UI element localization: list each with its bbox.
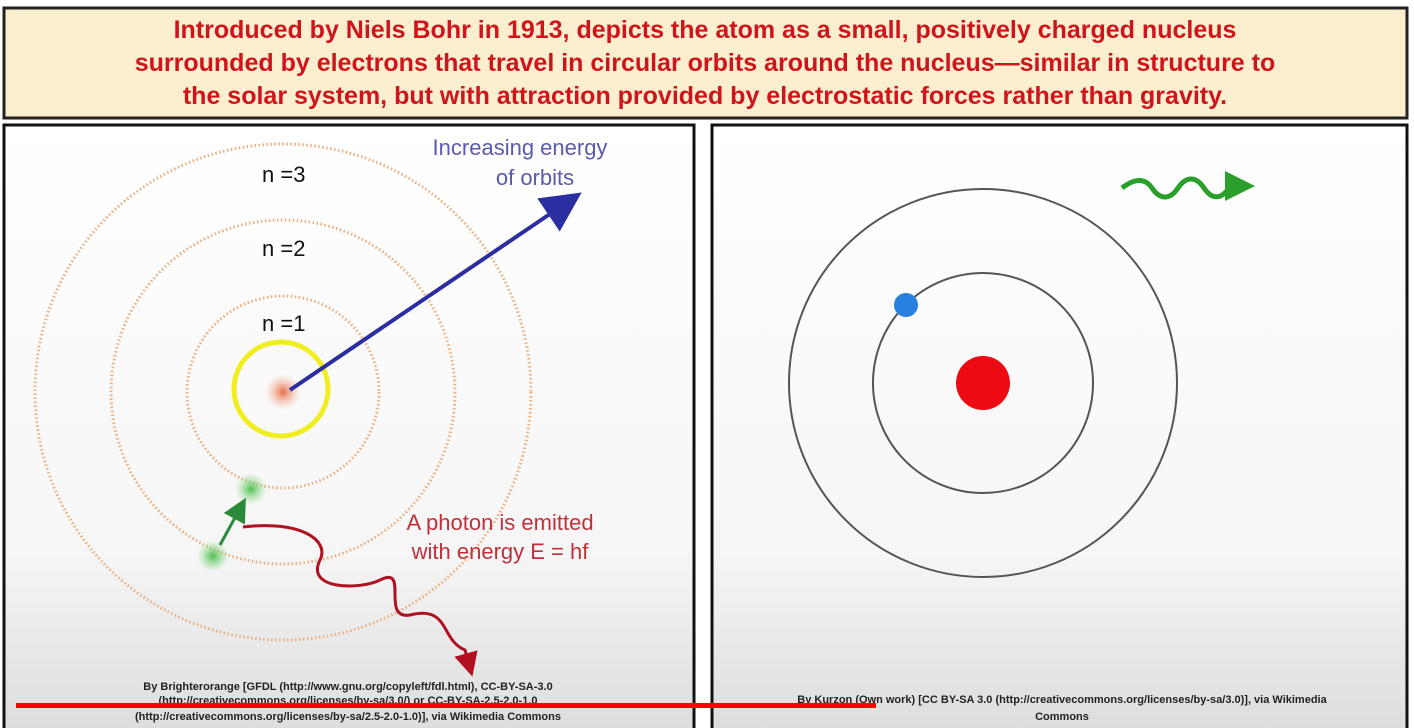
photon-wave bbox=[242, 524, 478, 677]
credit: (http://creativecommons.org/licenses/by-… bbox=[135, 711, 561, 723]
header-line: surrounded by electrons that travel in c… bbox=[135, 49, 1276, 77]
header-box bbox=[2, 6, 1409, 120]
electron bbox=[235, 473, 267, 505]
orbit-label: n =1 bbox=[262, 311, 305, 336]
photon-label: with energy E = hf bbox=[411, 539, 590, 564]
energy-arrow bbox=[288, 192, 582, 392]
electron bbox=[197, 540, 229, 572]
transition-arrow bbox=[218, 497, 246, 546]
photon-wave bbox=[1120, 171, 1255, 201]
credit: By Brighterorange [GFDL (http://www.gnu.… bbox=[143, 681, 552, 693]
orbit bbox=[788, 188, 1178, 578]
energy-label: of orbits bbox=[496, 165, 574, 190]
right-panel bbox=[710, 123, 1409, 728]
nucleus bbox=[265, 374, 301, 410]
header-line: Introduced by Niels Bohr in 1913, depict… bbox=[174, 16, 1237, 44]
highlight-ring bbox=[231, 339, 331, 439]
photon-label: A photon is emitted bbox=[406, 510, 593, 535]
orbit bbox=[872, 272, 1094, 494]
credit: By Kurzon (Own work) [CC BY-SA 3.0 (http… bbox=[797, 694, 1327, 706]
left-panel bbox=[2, 123, 696, 728]
electron bbox=[894, 293, 918, 317]
orbits bbox=[33, 142, 533, 642]
energy-label: Increasing energy bbox=[433, 135, 608, 160]
credit: Commons bbox=[1035, 711, 1089, 723]
orbit-label: n =3 bbox=[262, 162, 305, 187]
orbit-label: n =2 bbox=[262, 236, 305, 261]
nucleus bbox=[956, 356, 1010, 410]
progress-bar[interactable] bbox=[16, 703, 876, 708]
header-line: the solar system, but with attraction pr… bbox=[183, 82, 1227, 110]
